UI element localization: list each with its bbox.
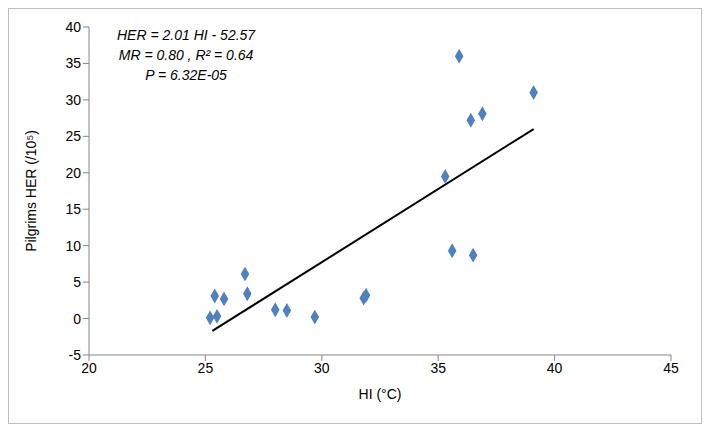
svg-text:35: 35	[430, 360, 446, 376]
svg-text:30: 30	[314, 360, 330, 376]
svg-text:10: 10	[65, 238, 81, 254]
svg-text:15: 15	[65, 201, 81, 217]
html-text:HER = 2.01 HI - 52.57: HER = 2.01 HI - 52.57	[117, 27, 256, 43]
svg-text:HI (°C): HI (°C)	[359, 386, 402, 402]
svg-text:40: 40	[65, 19, 81, 35]
svg-text:5: 5	[73, 274, 81, 290]
svg-text:0: 0	[73, 311, 81, 327]
svg-text:20: 20	[65, 165, 81, 181]
svg-text:Pilgrims HER (/10⁵): Pilgrims HER (/10⁵)	[23, 130, 39, 252]
svg-text:35: 35	[65, 55, 81, 71]
svg-text:-5: -5	[69, 347, 82, 363]
svg-text:25: 25	[198, 360, 214, 376]
svg-text:30: 30	[65, 92, 81, 108]
svg-text:45: 45	[663, 360, 679, 376]
html-text:P = 6.32E-05: P = 6.32E-05	[145, 67, 227, 83]
svg-text:25: 25	[65, 128, 81, 144]
svg-text:20: 20	[81, 360, 97, 376]
svg-text:40: 40	[547, 360, 563, 376]
html-text:MR = 0.80 , R² = 0.64: MR = 0.80 , R² = 0.64	[118, 47, 254, 63]
